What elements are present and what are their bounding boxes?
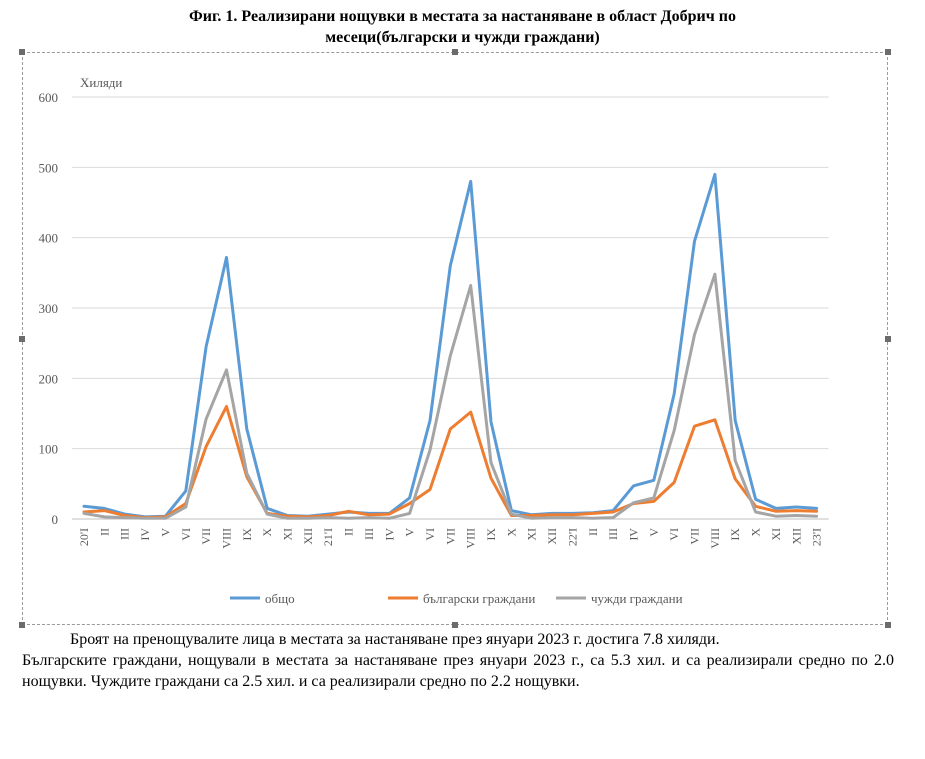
resize-handle-bottom-left[interactable] (19, 622, 25, 628)
x-tick-label: IV (138, 528, 152, 541)
x-tick-label: III (362, 528, 376, 540)
x-tick-label: X (749, 528, 763, 537)
x-tick-label: II (342, 528, 356, 536)
y-tick-label: 600 (39, 90, 59, 105)
figure-title: Фиг. 1. Реализирани нощувки в местата за… (0, 6, 925, 48)
y-unit-label: Хиляди (80, 75, 122, 90)
paragraph-1: Броят на пренощувалите лица в местата за… (70, 631, 720, 648)
legend-label: чужди граждани (591, 591, 683, 606)
y-tick-label: 0 (52, 512, 59, 527)
x-tick-label: IX (484, 528, 498, 541)
x-tick-label: VII (688, 528, 702, 545)
figure-title-line-1: Фиг. 1. Реализирани нощувки в местата за… (188, 8, 737, 25)
series-line (82, 272, 819, 520)
x-tick-label: IV (382, 528, 396, 541)
resize-handle-bottom-right[interactable] (885, 622, 891, 628)
x-tick-label: XII (789, 528, 803, 545)
x-tick-label: 23'I (810, 528, 824, 546)
body-text: Броят на пренощувалите лица в местата за… (22, 629, 894, 692)
legend-label: български граждани (423, 591, 535, 606)
x-tick-label: V (403, 528, 417, 537)
x-tick-label: IV (626, 528, 640, 541)
x-tick-label: VI (423, 528, 437, 541)
figure-title-line-2: месеци(български и чужди граждани) (325, 29, 600, 46)
x-tick-label: X (504, 528, 518, 537)
x-tick-label: X (260, 528, 274, 537)
resize-handle-top-left[interactable] (19, 49, 25, 55)
x-tick-label: III (606, 528, 620, 540)
x-tick-label: XI (769, 528, 783, 541)
series-line (82, 405, 819, 520)
y-tick-label: 500 (39, 160, 59, 175)
y-tick-label: 200 (39, 371, 59, 386)
resize-handle-middle-right[interactable] (885, 336, 891, 342)
x-tick-label: XI (281, 528, 295, 541)
resize-handle-middle-left[interactable] (19, 336, 25, 342)
x-tick-label: II (586, 528, 600, 536)
x-tick-label: V (647, 528, 661, 537)
resize-handle-top-center[interactable] (452, 49, 458, 55)
x-tick-label: VI (667, 528, 681, 541)
y-tick-label: 100 (39, 442, 59, 457)
x-tick-label: VII (443, 528, 457, 545)
y-tick-label: 400 (39, 231, 59, 246)
x-tick-label: V (158, 528, 172, 537)
x-tick-label: VIII (219, 528, 233, 549)
x-tick-label: 21'I (321, 528, 335, 546)
resize-handle-bottom-center[interactable] (452, 622, 458, 628)
paragraph-2: Българските граждани, нощували в местата… (22, 652, 894, 690)
x-tick-label: XII (301, 528, 315, 545)
x-tick-label: IX (728, 528, 742, 541)
y-tick-label: 300 (39, 301, 59, 316)
resize-handle-top-right[interactable] (885, 49, 891, 55)
series-line (82, 172, 819, 519)
x-tick-label: 22'I (565, 528, 579, 546)
legend-label: общо (265, 591, 295, 606)
x-tick-label: III (118, 528, 132, 540)
x-tick-label: 20'I (77, 528, 91, 546)
x-tick-label: VIII (708, 528, 722, 549)
x-tick-label: VII (199, 528, 213, 545)
x-tick-label: II (97, 528, 111, 536)
x-tick-label: VI (179, 528, 193, 541)
x-tick-label: XI (525, 528, 539, 541)
x-tick-label: VIII (464, 528, 478, 549)
x-tick-label: IX (240, 528, 254, 541)
x-tick-label: XII (545, 528, 559, 545)
